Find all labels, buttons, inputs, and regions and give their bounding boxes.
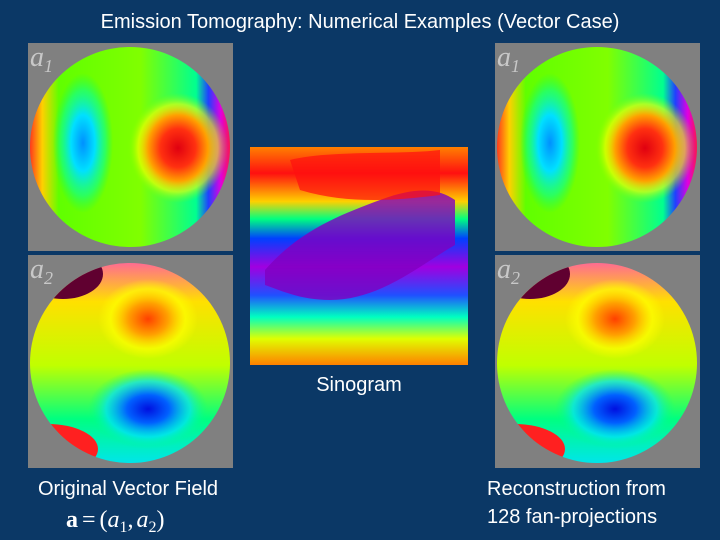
slide-title: Emission Tomography: Numerical Examples … [101,11,620,33]
formula: a = (a1, a2) [66,507,165,536]
original-a1-image [28,43,233,251]
sinogram-caption: Sinogram [316,374,402,396]
left-caption: Original Vector Field [38,478,218,500]
panel-label: a2 [30,254,53,288]
right-caption-line: Reconstruction from [487,478,666,500]
right-caption-line: 128 fan-projections [487,506,657,528]
panel-label: a1 [30,42,53,76]
reconstruction-a1-image [495,43,700,251]
sinogram-image [250,147,468,365]
panel-label: a2 [497,254,520,288]
panel-label: a1 [497,42,520,76]
